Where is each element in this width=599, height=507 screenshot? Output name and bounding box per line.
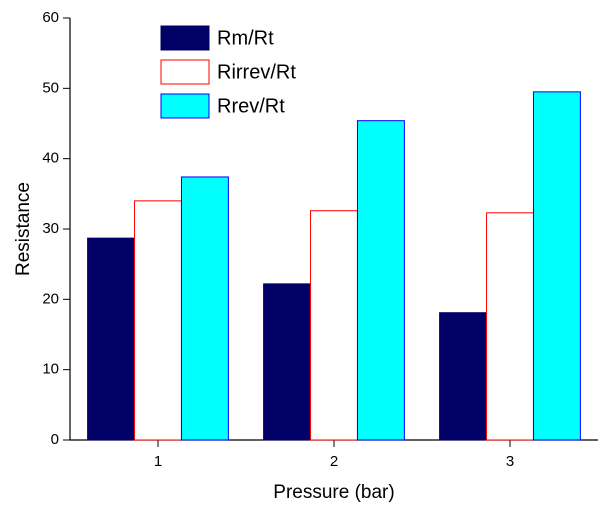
bar: [134, 200, 182, 441]
legend-swatch: [160, 93, 210, 119]
bar: [532, 91, 581, 441]
y-tick-label: 60: [42, 9, 59, 26]
bar: [439, 312, 488, 441]
bar: [486, 212, 534, 441]
bar: [310, 210, 358, 441]
legend-label: Rm/Rt: [217, 27, 274, 49]
legend-swatch: [160, 59, 210, 85]
legend-swatch: [160, 25, 210, 51]
x-tick-label: 1: [154, 453, 162, 470]
y-tick-label: 10: [42, 361, 59, 378]
bar: [263, 283, 312, 441]
y-tick-label: 40: [42, 150, 59, 167]
y-axis-title: Resistance: [13, 182, 34, 276]
y-tick-label: 30: [42, 220, 59, 237]
bar: [356, 120, 405, 441]
x-tick-label: 3: [506, 453, 514, 470]
x-axis-title: Pressure (bar): [273, 482, 394, 503]
bar: [180, 176, 229, 441]
y-tick-label: 50: [42, 79, 59, 96]
legend-label: Rrev/Rt: [217, 95, 285, 117]
y-tick-label: 20: [42, 290, 59, 307]
y-tick-label: 0: [51, 431, 59, 448]
legend-label: Rirrev/Rt: [217, 61, 296, 83]
x-tick-label: 2: [330, 453, 338, 470]
bar: [87, 237, 136, 441]
